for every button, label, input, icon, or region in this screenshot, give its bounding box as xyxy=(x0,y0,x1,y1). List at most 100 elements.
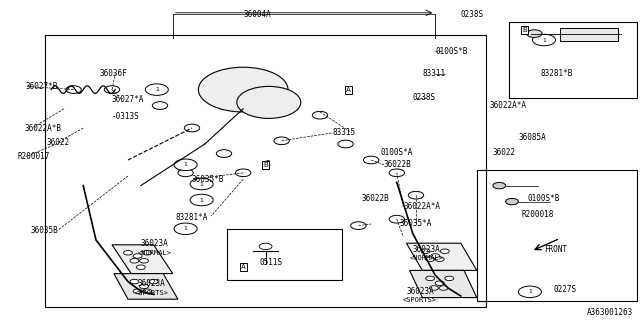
Circle shape xyxy=(440,249,449,253)
Text: 1: 1 xyxy=(200,181,204,187)
Text: 36004A: 36004A xyxy=(243,10,271,19)
Circle shape xyxy=(145,84,168,95)
Circle shape xyxy=(66,86,81,93)
Text: 0511S: 0511S xyxy=(259,258,282,267)
Bar xyxy=(45,35,486,307)
Text: B: B xyxy=(522,28,527,33)
Circle shape xyxy=(136,265,145,269)
Text: 36027*A: 36027*A xyxy=(112,95,145,104)
Circle shape xyxy=(190,194,213,206)
Polygon shape xyxy=(410,270,477,298)
Text: A: A xyxy=(241,264,246,270)
Circle shape xyxy=(421,249,430,253)
Text: 36023A: 36023A xyxy=(141,239,168,248)
Text: R200017: R200017 xyxy=(18,152,51,161)
Text: <SPORTS>: <SPORTS> xyxy=(134,290,168,296)
Circle shape xyxy=(174,159,197,171)
Circle shape xyxy=(527,30,542,37)
Text: 36023A: 36023A xyxy=(406,287,434,296)
Text: 36023A: 36023A xyxy=(413,245,440,254)
Circle shape xyxy=(140,259,148,263)
Circle shape xyxy=(152,102,168,109)
Circle shape xyxy=(389,215,404,223)
Text: 36022: 36022 xyxy=(46,138,69,147)
Circle shape xyxy=(518,286,541,298)
Circle shape xyxy=(143,251,152,255)
Circle shape xyxy=(143,289,152,293)
Text: 36036F: 36036F xyxy=(99,69,127,78)
Circle shape xyxy=(216,150,232,157)
Circle shape xyxy=(130,279,139,284)
Text: FRONT: FRONT xyxy=(544,245,567,254)
Circle shape xyxy=(259,243,272,250)
Bar xyxy=(227,229,342,280)
Text: <SPORTS>: <SPORTS> xyxy=(403,297,437,303)
Circle shape xyxy=(429,286,438,290)
Text: 1: 1 xyxy=(542,37,546,43)
Text: 36035*A: 36035*A xyxy=(400,220,433,228)
Text: 0100S*B: 0100S*B xyxy=(528,194,561,203)
Circle shape xyxy=(140,284,148,289)
Circle shape xyxy=(236,169,251,177)
Circle shape xyxy=(198,67,288,112)
Text: 83281*B: 83281*B xyxy=(541,69,573,78)
Circle shape xyxy=(274,137,289,145)
Text: 83311: 83311 xyxy=(422,69,445,78)
Text: R200018: R200018 xyxy=(522,210,554,219)
Circle shape xyxy=(439,286,448,290)
Bar xyxy=(560,28,618,41)
Circle shape xyxy=(445,276,454,281)
Polygon shape xyxy=(112,245,173,274)
Circle shape xyxy=(124,251,132,255)
Text: 36027*B: 36027*B xyxy=(26,82,58,91)
Text: 0238S: 0238S xyxy=(461,10,484,19)
Text: 36023A: 36023A xyxy=(138,279,165,288)
Circle shape xyxy=(389,169,404,177)
Circle shape xyxy=(532,34,556,46)
Circle shape xyxy=(408,191,424,199)
Text: <NORMAL>: <NORMAL> xyxy=(410,255,444,260)
Circle shape xyxy=(426,257,435,261)
Text: A: A xyxy=(346,87,351,92)
Circle shape xyxy=(149,279,158,284)
Circle shape xyxy=(133,254,142,258)
Circle shape xyxy=(435,257,444,261)
Text: 36022: 36022 xyxy=(493,148,516,156)
Polygon shape xyxy=(406,243,477,270)
Text: 1: 1 xyxy=(528,289,532,294)
Text: -0313S: -0313S xyxy=(112,112,140,121)
Circle shape xyxy=(184,124,200,132)
Bar xyxy=(509,22,637,98)
Text: 36022A*A: 36022A*A xyxy=(403,202,440,211)
Circle shape xyxy=(426,276,435,281)
Circle shape xyxy=(104,86,120,93)
Text: 1: 1 xyxy=(200,197,204,203)
Text: A363001263: A363001263 xyxy=(588,308,634,317)
Text: 83315: 83315 xyxy=(333,128,356,137)
Text: 36035*B: 36035*B xyxy=(192,175,225,184)
Text: B: B xyxy=(263,162,268,168)
Bar xyxy=(477,170,637,301)
Text: 83281*A: 83281*A xyxy=(176,213,209,222)
Text: 36022B: 36022B xyxy=(384,160,412,169)
Circle shape xyxy=(351,222,366,229)
Text: 0100S*B: 0100S*B xyxy=(435,47,468,56)
Circle shape xyxy=(338,140,353,148)
Text: 36085A: 36085A xyxy=(518,133,546,142)
Text: 1: 1 xyxy=(155,87,159,92)
Circle shape xyxy=(130,259,139,263)
Text: 1: 1 xyxy=(184,162,188,167)
Circle shape xyxy=(435,281,444,285)
Text: 0227S: 0227S xyxy=(554,285,577,294)
Text: <NORMAL>: <NORMAL> xyxy=(138,250,172,256)
Text: 0238S: 0238S xyxy=(413,93,436,102)
Text: 36035B: 36035B xyxy=(31,226,58,235)
Text: 36022A*B: 36022A*B xyxy=(24,124,61,132)
Circle shape xyxy=(174,223,197,235)
Circle shape xyxy=(178,169,193,177)
Text: 36022A*A: 36022A*A xyxy=(490,101,527,110)
Circle shape xyxy=(237,86,301,118)
Polygon shape xyxy=(114,274,178,299)
Circle shape xyxy=(493,182,506,189)
Text: 0100S*A: 0100S*A xyxy=(381,148,413,156)
